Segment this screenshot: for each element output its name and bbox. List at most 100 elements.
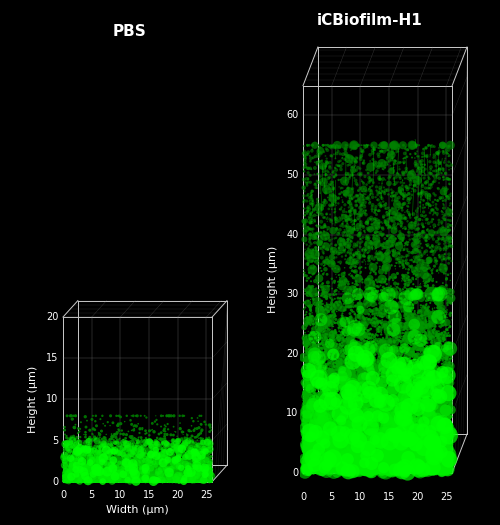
Point: [418, 457, 426, 465]
Point: [204, 455, 212, 463]
Point: [428, 269, 436, 277]
Point: [392, 369, 400, 377]
Point: [326, 343, 334, 351]
Point: [412, 430, 420, 439]
Point: [316, 456, 324, 464]
Point: [72, 470, 80, 478]
Point: [399, 431, 407, 439]
Point: [375, 374, 383, 383]
Point: [178, 473, 186, 481]
Point: [135, 476, 143, 484]
Point: [82, 456, 90, 464]
Point: [340, 387, 348, 395]
Point: [172, 461, 180, 470]
Point: [404, 334, 412, 343]
Point: [386, 397, 394, 406]
Point: [173, 462, 181, 470]
Point: [349, 366, 357, 374]
Point: [126, 470, 134, 479]
Point: [426, 320, 434, 328]
Point: [184, 470, 192, 478]
Point: [335, 425, 343, 434]
Point: [442, 465, 450, 473]
Point: [397, 460, 405, 469]
Point: [366, 392, 374, 400]
Point: [146, 465, 154, 473]
Point: [198, 476, 205, 484]
Point: [327, 239, 335, 248]
Point: [302, 414, 310, 422]
Point: [79, 476, 87, 485]
Point: [310, 463, 318, 471]
Point: [444, 465, 452, 474]
Point: [100, 453, 108, 461]
Point: [427, 431, 435, 439]
Point: [354, 290, 362, 299]
Point: [444, 448, 452, 456]
Point: [82, 442, 90, 450]
Point: [60, 465, 68, 474]
Point: [158, 471, 166, 480]
Point: [155, 474, 163, 482]
Point: [68, 466, 76, 474]
Point: [408, 452, 416, 460]
Point: [90, 472, 98, 481]
Point: [336, 366, 344, 374]
Point: [341, 467, 349, 475]
Point: [72, 467, 80, 475]
Point: [439, 464, 447, 473]
Point: [304, 432, 312, 440]
Point: [326, 449, 334, 458]
Point: [311, 415, 319, 424]
Point: [139, 470, 147, 479]
Point: [120, 472, 128, 481]
Point: [130, 458, 138, 467]
Point: [145, 438, 153, 446]
Point: [138, 473, 146, 481]
Point: [301, 457, 309, 466]
Point: [428, 451, 436, 459]
Point: [322, 427, 330, 435]
Point: [384, 447, 392, 455]
Point: [386, 391, 394, 400]
Point: [192, 461, 200, 469]
Point: [185, 475, 193, 483]
Point: [169, 436, 177, 445]
Point: [93, 476, 101, 484]
Point: [434, 196, 442, 205]
Point: [68, 467, 76, 475]
Point: [370, 348, 378, 356]
Point: [66, 466, 74, 475]
Point: [174, 462, 182, 470]
Point: [412, 453, 420, 461]
Point: [328, 452, 336, 460]
Point: [126, 465, 134, 473]
Point: [322, 447, 330, 456]
Point: [162, 412, 170, 420]
Point: [429, 198, 437, 206]
Point: [199, 474, 207, 482]
Point: [444, 361, 452, 370]
Point: [120, 471, 128, 480]
Point: [438, 446, 446, 454]
Point: [340, 457, 348, 466]
Point: [399, 452, 407, 460]
Point: [312, 238, 320, 246]
Point: [330, 460, 338, 468]
Point: [167, 476, 175, 484]
Point: [402, 460, 410, 469]
Point: [336, 461, 344, 470]
Point: [144, 476, 152, 485]
Point: [315, 368, 323, 376]
Point: [138, 474, 146, 482]
Point: [62, 467, 70, 475]
Point: [364, 384, 372, 393]
Point: [120, 446, 128, 454]
Point: [350, 460, 358, 468]
Point: [136, 469, 144, 478]
Point: [435, 466, 443, 474]
Point: [409, 468, 417, 476]
Point: [109, 472, 117, 481]
Point: [360, 436, 368, 445]
Point: [398, 409, 406, 417]
